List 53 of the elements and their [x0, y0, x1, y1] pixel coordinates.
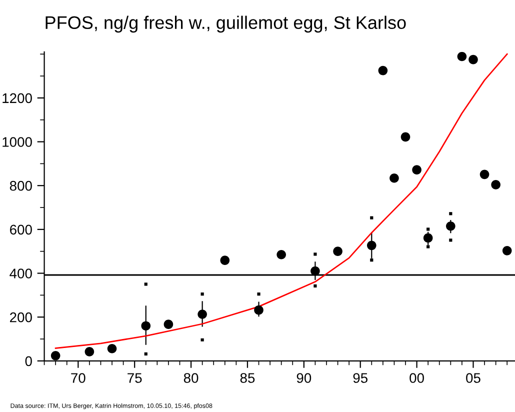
point [412, 165, 422, 174]
point [333, 246, 342, 256]
point [426, 228, 430, 231]
x-tick-label: 05 [466, 373, 480, 383]
chart-title: PFOS, ng/g fresh w., guillemot egg, St Karlso [46, 16, 406, 33]
point [164, 320, 174, 329]
x-tick-label: 95 [353, 373, 368, 383]
point [310, 266, 320, 276]
point [468, 54, 478, 64]
y-tick-label: 200 [10, 312, 32, 322]
point [200, 338, 204, 342]
point [502, 246, 512, 256]
point [141, 321, 151, 331]
x-tick-label: 85 [240, 373, 255, 383]
point [446, 221, 456, 231]
point [370, 216, 374, 220]
point [400, 132, 410, 142]
point [449, 238, 452, 242]
y-tick-label: 800 [10, 180, 32, 191]
point [426, 245, 430, 248]
x-tick-label: 00 [410, 373, 424, 383]
y-tick-label: 400 [10, 268, 32, 278]
point [84, 347, 94, 356]
point [220, 256, 230, 265]
point [449, 212, 452, 216]
point [457, 52, 467, 62]
point [423, 233, 433, 243]
point [491, 180, 500, 190]
point [144, 352, 148, 356]
point [198, 310, 207, 319]
point [314, 252, 317, 256]
point [254, 305, 264, 315]
point [370, 258, 374, 262]
point [276, 250, 286, 260]
x-tick-label: 70 [71, 373, 86, 383]
point [144, 282, 148, 286]
point [107, 344, 117, 354]
point [366, 240, 376, 250]
y-tick-label: 0 [25, 356, 32, 366]
point [50, 350, 60, 360]
x-tick-label: 75 [128, 373, 142, 383]
y-tick-label: 1200 [2, 93, 32, 104]
point [314, 284, 317, 288]
line-series [54, 53, 508, 349]
point [257, 292, 260, 296]
point [480, 170, 490, 180]
x-tick-label: 80 [184, 373, 198, 383]
y-tick-label: 600 [10, 224, 32, 235]
x-tick-label: 90 [296, 373, 312, 383]
y-tick-label: 1000 [2, 137, 32, 147]
point [200, 292, 204, 296]
point [390, 173, 399, 183]
point [378, 66, 388, 76]
